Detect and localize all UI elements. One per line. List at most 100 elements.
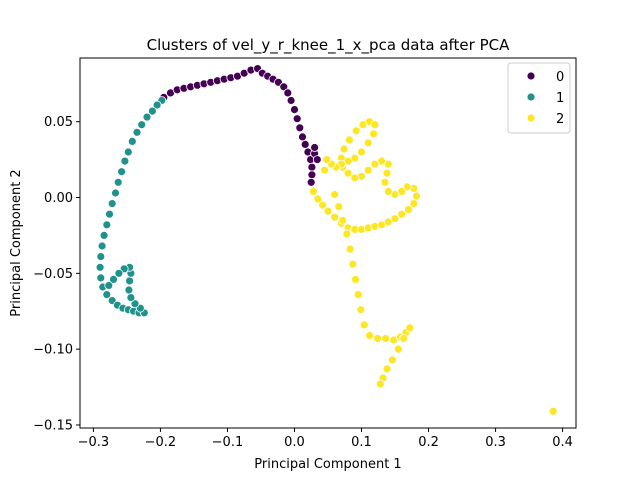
data-point-cluster-2 — [380, 177, 390, 187]
data-point-cluster-1 — [130, 299, 140, 309]
data-point-cluster-2 — [357, 147, 366, 157]
legend-label-0: 0 — [556, 70, 564, 85]
data-point-cluster-2 — [409, 199, 419, 209]
x-tick-label: 0.1 — [351, 435, 372, 450]
data-point-cluster-2 — [342, 229, 352, 239]
data-point-cluster-1 — [109, 274, 118, 284]
plot-area — [95, 64, 558, 416]
data-point-cluster-1 — [97, 241, 107, 251]
data-point-cluster-1 — [111, 188, 120, 198]
data-point-cluster-2 — [339, 144, 349, 154]
data-point-cluster-0 — [307, 170, 317, 180]
data-point-cluster-1 — [117, 167, 126, 177]
legend-label-2: 2 — [556, 112, 564, 127]
x-tick-label: 0.3 — [485, 435, 506, 450]
data-point-cluster-2 — [356, 305, 366, 315]
data-point-cluster-2 — [405, 323, 415, 333]
data-point-cluster-2 — [344, 135, 354, 145]
data-point-cluster-1 — [120, 156, 130, 166]
data-point-cluster-2 — [323, 206, 333, 216]
legend-marker-1 — [526, 92, 536, 102]
data-point-cluster-1 — [105, 209, 114, 219]
data-point-cluster-0 — [306, 177, 316, 187]
data-point-cluster-1 — [152, 100, 162, 110]
data-point-cluster-1 — [113, 177, 123, 187]
x-axis-label: Principal Component 1 — [254, 457, 401, 472]
data-point-cluster-1 — [126, 293, 136, 303]
data-point-cluster-2 — [393, 344, 403, 354]
data-point-cluster-1 — [142, 112, 152, 122]
data-point-cluster-2 — [351, 126, 361, 136]
data-point-cluster-2 — [348, 259, 358, 269]
y-tick-label: 0.05 — [44, 115, 73, 130]
data-point-cluster-2 — [381, 334, 391, 343]
data-point-cluster-1 — [132, 127, 142, 137]
data-point-cluster-2 — [308, 186, 318, 196]
x-axis: −0.3 −0.2 −0.1 0.0 0.1 0.2 0.3 0.4 — [78, 428, 573, 450]
data-point-cluster-1 — [147, 106, 157, 116]
y-tick-label: −0.05 — [33, 267, 73, 282]
data-point-cluster-2 — [399, 334, 409, 343]
data-point-cluster-2 — [359, 320, 369, 330]
data-point-cluster-1 — [104, 281, 114, 290]
legend-marker-2 — [526, 113, 536, 123]
data-point-cluster-0 — [292, 114, 302, 124]
data-point-cluster-1 — [95, 262, 105, 272]
axes-frame — [79, 57, 577, 429]
legend-box — [507, 62, 571, 134]
data-point-cluster-1 — [96, 252, 106, 262]
data-point-cluster-2 — [363, 165, 373, 175]
data-point-cluster-1 — [137, 120, 147, 130]
data-point-cluster-2 — [387, 355, 397, 365]
data-point-cluster-2 — [350, 173, 360, 183]
data-point-cluster-2 — [345, 244, 355, 254]
y-tick-label: 0.00 — [44, 191, 73, 206]
data-point-cluster-2 — [383, 186, 393, 196]
y-axis-label: Principal Component 2 — [9, 169, 24, 316]
data-point-cluster-0 — [310, 143, 320, 152]
legend-marker-0 — [526, 71, 536, 81]
data-point-cluster-1 — [102, 290, 112, 300]
y-tick-label: −0.10 — [33, 343, 73, 358]
data-point-cluster-2 — [403, 205, 413, 215]
data-point-cluster-1 — [114, 268, 124, 278]
data-point-cluster-2 — [343, 168, 353, 178]
data-point-cluster-2 — [334, 202, 344, 212]
data-point-cluster-0 — [286, 96, 296, 105]
data-point-cluster-0 — [279, 82, 289, 92]
x-tick-label: 0.4 — [552, 435, 573, 450]
data-point-cluster-2 — [373, 334, 383, 343]
data-point-cluster-0 — [283, 88, 293, 98]
data-point-cluster-1 — [127, 136, 137, 146]
data-point-cluster-1 — [96, 273, 106, 283]
data-point-cluster-2 — [390, 214, 400, 224]
data-point-cluster-2 — [320, 165, 330, 175]
data-point-cluster-2 — [548, 406, 558, 416]
y-axis: −0.15 −0.10 −0.05 0.00 0.05 — [33, 115, 80, 433]
data-point-cluster-2 — [351, 274, 360, 284]
data-point-cluster-1 — [123, 147, 133, 157]
data-point-cluster-2 — [365, 331, 375, 340]
data-point-cluster-0 — [312, 155, 322, 165]
data-point-cluster-2 — [318, 200, 328, 210]
data-point-cluster-2 — [370, 120, 380, 130]
data-point-cluster-2 — [412, 191, 421, 201]
data-point-cluster-2 — [397, 209, 407, 219]
data-point-cluster-0 — [298, 132, 307, 142]
data-point-cluster-2 — [338, 215, 348, 225]
legend: 0 1 2 — [507, 62, 571, 134]
data-point-cluster-2 — [375, 379, 385, 389]
data-point-cluster-0 — [300, 139, 310, 149]
y-tick-label: −0.15 — [33, 418, 73, 433]
x-tick-label: 0.0 — [284, 435, 305, 450]
data-point-cluster-2 — [313, 194, 323, 204]
data-point-cluster-2 — [353, 290, 363, 300]
legend-label-1: 1 — [556, 91, 564, 106]
data-point-cluster-1 — [99, 230, 109, 240]
data-point-cluster-1 — [124, 285, 134, 295]
data-point-cluster-2 — [322, 155, 332, 165]
data-point-cluster-1 — [102, 220, 112, 230]
data-point-cluster-2 — [363, 138, 373, 148]
